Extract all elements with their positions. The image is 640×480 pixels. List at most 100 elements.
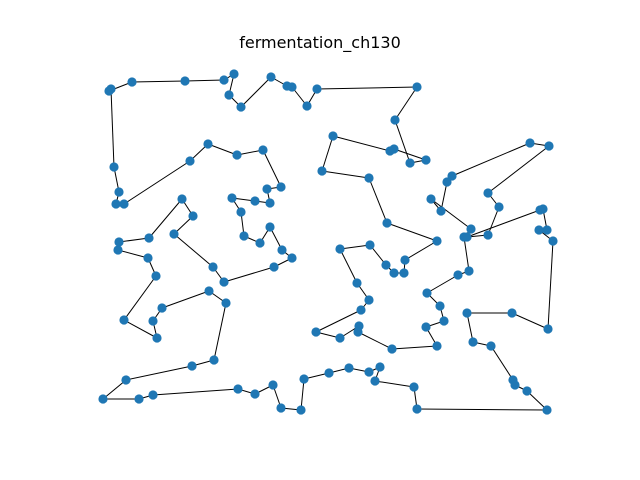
graph-node [525, 138, 535, 148]
graph-node [483, 188, 493, 198]
graph-node [250, 196, 260, 206]
graph-node [287, 82, 297, 92]
graph-edge [391, 345, 438, 350]
graph-node [134, 394, 144, 404]
graph-node [236, 207, 246, 217]
graph-edge [321, 170, 370, 179]
graph-node [365, 240, 375, 250]
graph-node [466, 224, 476, 234]
graph-node [421, 155, 431, 165]
graph-node [119, 315, 129, 325]
graph-node [265, 222, 275, 232]
graph-node [208, 262, 218, 272]
graph-edge [102, 379, 127, 400]
graph-node [387, 344, 397, 354]
graph-edge [173, 233, 214, 268]
graph-node [542, 405, 552, 415]
graph-edge [321, 135, 334, 172]
graph-node [412, 82, 422, 92]
graph-node [111, 199, 121, 209]
graph-node [439, 316, 449, 326]
edges-layer [102, 73, 554, 411]
graph-edge [184, 79, 225, 82]
graph-node [507, 308, 517, 318]
graph-node [447, 171, 457, 181]
graph-node [311, 327, 321, 337]
graph-node [486, 341, 496, 351]
graph-edge [123, 160, 191, 205]
graph-node [381, 260, 391, 270]
graph-node [187, 361, 197, 371]
graph-node [266, 72, 276, 82]
graph-node [548, 236, 558, 246]
graph-node [268, 380, 278, 390]
graph-node [113, 245, 123, 255]
graph-edge [118, 237, 150, 243]
graph-node [312, 84, 322, 94]
graph-node [239, 231, 249, 241]
graph-edge [490, 345, 514, 381]
graph-node [143, 253, 153, 263]
graph-edge [123, 275, 157, 321]
graph-node [114, 237, 124, 247]
graph-node [255, 238, 265, 248]
graph-node [232, 150, 242, 160]
graph-node [468, 337, 478, 347]
graph-edge [426, 274, 459, 294]
graph-edge [430, 198, 472, 230]
graph-edge [262, 149, 282, 188]
graph-edge [123, 319, 158, 339]
graph-node [364, 367, 374, 377]
graph-node [344, 363, 354, 373]
graph-node [422, 288, 432, 298]
graph-node [426, 194, 436, 204]
graph-node [114, 187, 124, 197]
graph-node [119, 199, 129, 209]
graph-edge [207, 143, 238, 156]
graph-node [522, 386, 532, 396]
graph-node [382, 218, 392, 228]
graph-edge [466, 312, 474, 343]
graph-node [219, 75, 229, 85]
graph-node [209, 355, 219, 365]
graph-node [328, 131, 338, 141]
graph-node [296, 405, 306, 415]
graph-node [177, 194, 187, 204]
graph-node [409, 382, 419, 392]
graph-node [148, 390, 158, 400]
graph-node [324, 368, 334, 378]
graph-node [335, 333, 345, 343]
nodes-layer [98, 69, 558, 415]
graph-node [180, 76, 190, 86]
graph-node [421, 322, 431, 332]
graph-node [494, 202, 504, 212]
graph-node [385, 146, 395, 156]
graph-edge [440, 181, 448, 212]
graph-node [356, 305, 366, 315]
graph-node [353, 327, 363, 337]
graph-node [203, 139, 213, 149]
graph-node [542, 225, 552, 235]
graph-edge [463, 236, 470, 272]
graph-edge [394, 86, 418, 121]
graph-node [262, 184, 272, 194]
graph-edge [223, 266, 275, 283]
graph-edge [125, 365, 193, 381]
graph-edge [161, 290, 210, 309]
graph-edge [131, 80, 186, 83]
graph-node [370, 376, 380, 386]
graph-edge [110, 88, 115, 168]
graph-node [219, 277, 229, 287]
graph-edge [148, 198, 183, 239]
graph-edge [404, 240, 438, 261]
graph-node [104, 86, 114, 96]
graph-node [276, 182, 286, 192]
graph-edge [152, 388, 239, 396]
graph-edge [416, 408, 548, 411]
graph-node [483, 230, 493, 240]
graph-node [250, 389, 260, 399]
graph-node [204, 286, 214, 296]
graph-node [364, 173, 374, 183]
graph-node [151, 271, 161, 281]
graph-node [435, 301, 445, 311]
